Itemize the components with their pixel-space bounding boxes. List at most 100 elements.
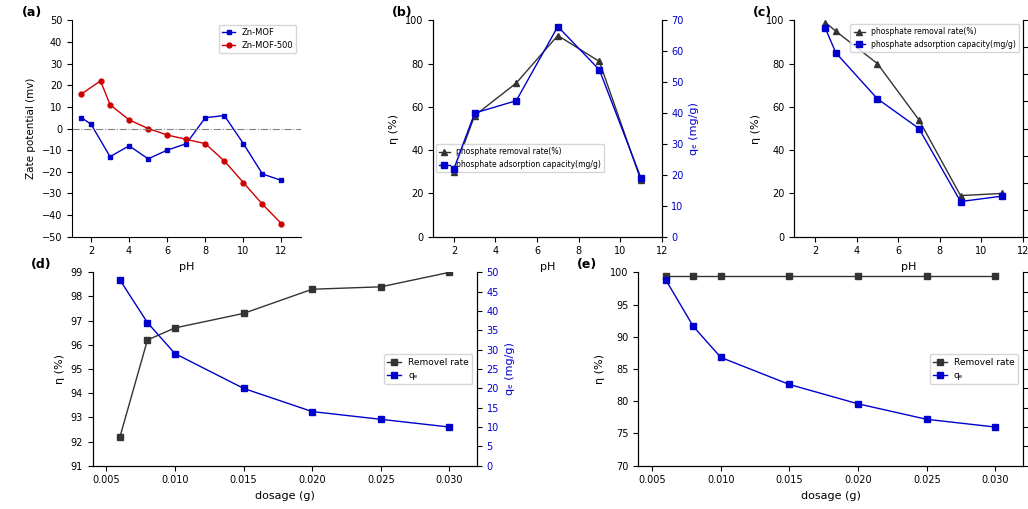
Text: (c): (c)	[754, 6, 772, 19]
Zn-MOF-500	[237, 180, 250, 186]
Y-axis label: η (%): η (%)	[390, 114, 400, 144]
phosphate removal rate(%)	[996, 190, 1008, 196]
phosphate removal rate(%)	[510, 80, 522, 86]
Zn-MOF	[180, 140, 192, 147]
Zn-MOF	[161, 147, 174, 153]
phosphate adsorption capacity(mg/g)	[552, 23, 564, 30]
qₑ	[687, 323, 699, 329]
Zn-MOF-500	[161, 132, 174, 138]
X-axis label: dosage (g): dosage (g)	[255, 491, 315, 501]
phosphate adsorption capacity(mg/g)	[448, 165, 461, 172]
phosphate adsorption capacity(mg/g)	[510, 98, 522, 104]
phosphate adsorption capacity(mg/g)	[996, 193, 1008, 199]
Line: phosphate removal rate(%): phosphate removal rate(%)	[822, 19, 1005, 199]
Zn-MOF-500	[199, 140, 212, 147]
phosphate removal rate(%)	[954, 192, 966, 199]
X-axis label: pH: pH	[540, 262, 555, 272]
Text: (d): (d)	[31, 259, 51, 271]
Removel rate	[374, 284, 387, 290]
Line: Zn-MOF: Zn-MOF	[79, 113, 284, 183]
Zn-MOF-500	[95, 78, 107, 84]
Y-axis label: qₑ (mg/g): qₑ (mg/g)	[690, 102, 699, 155]
Zn-MOF	[123, 143, 136, 149]
phosphate removal rate(%)	[819, 19, 832, 25]
Zn-MOF	[218, 112, 230, 119]
Zn-MOF	[199, 115, 212, 121]
Text: (e): (e)	[577, 259, 597, 271]
Y-axis label: η (%): η (%)	[54, 354, 65, 384]
Line: qₑ: qₑ	[663, 277, 998, 430]
Line: qₑ: qₑ	[117, 277, 452, 430]
Zn-MOF-500	[142, 126, 154, 132]
phosphate adsorption capacity(mg/g)	[819, 25, 832, 32]
Zn-MOF	[256, 171, 268, 177]
Legend: Zn-MOF, Zn-MOF-500: Zn-MOF, Zn-MOF-500	[219, 24, 296, 53]
phosphate removal rate(%)	[593, 59, 605, 65]
Zn-MOF-500	[104, 102, 116, 108]
Line: phosphate adsorption capacity(mg/g): phosphate adsorption capacity(mg/g)	[450, 23, 645, 181]
Zn-MOF	[75, 115, 87, 121]
Y-axis label: η (%): η (%)	[750, 114, 761, 144]
Removel rate	[852, 272, 865, 278]
qₑ	[714, 354, 727, 360]
X-axis label: pH: pH	[901, 262, 916, 272]
Removel rate	[783, 272, 796, 278]
Text: (b): (b)	[392, 6, 412, 19]
qₑ	[237, 385, 250, 391]
Legend: phosphate removal rate(%), phosphate adsorption capacity(mg/g): phosphate removal rate(%), phosphate ads…	[436, 145, 604, 172]
Zn-MOF	[104, 154, 116, 160]
Line: phosphate removal rate(%): phosphate removal rate(%)	[450, 33, 645, 184]
Line: Zn-MOF-500: Zn-MOF-500	[79, 78, 284, 226]
Legend: Removel rate, qₑ: Removel rate, qₑ	[929, 354, 1019, 384]
X-axis label: pH: pH	[179, 262, 194, 272]
Zn-MOF	[142, 156, 154, 162]
qₑ	[374, 416, 387, 422]
Zn-MOF	[276, 178, 288, 184]
phosphate adsorption capacity(mg/g)	[830, 50, 842, 56]
Y-axis label: Zate potential (mv): Zate potential (mv)	[26, 78, 36, 179]
qₑ	[114, 277, 126, 283]
phosphate adsorption capacity(mg/g)	[872, 96, 884, 102]
phosphate adsorption capacity(mg/g)	[913, 126, 925, 132]
X-axis label: dosage (g): dosage (g)	[801, 491, 860, 501]
qₑ	[141, 320, 153, 326]
Removel rate	[141, 337, 153, 343]
Zn-MOF	[85, 121, 98, 127]
phosphate removal rate(%)	[913, 117, 925, 123]
qₑ	[783, 381, 796, 387]
Legend: phosphate removal rate(%), phosphate adsorption capacity(mg/g): phosphate removal rate(%), phosphate ads…	[850, 24, 1019, 52]
phosphate adsorption capacity(mg/g)	[593, 67, 605, 73]
Removel rate	[989, 272, 1001, 278]
Zn-MOF-500	[256, 201, 268, 207]
Removel rate	[169, 325, 181, 331]
qₑ	[169, 351, 181, 357]
qₑ	[306, 409, 319, 415]
phosphate removal rate(%)	[830, 28, 842, 34]
Removel rate	[306, 286, 319, 292]
qₑ	[443, 424, 455, 430]
Zn-MOF-500	[180, 136, 192, 143]
Removel rate	[443, 269, 455, 275]
Removel rate	[687, 272, 699, 278]
Removel rate	[660, 272, 672, 278]
Zn-MOF	[237, 140, 250, 147]
qₑ	[852, 401, 865, 407]
qₑ	[660, 277, 672, 283]
phosphate removal rate(%)	[872, 61, 884, 67]
qₑ	[989, 424, 1001, 430]
phosphate removal rate(%)	[552, 33, 564, 39]
phosphate adsorption capacity(mg/g)	[469, 110, 481, 116]
Zn-MOF-500	[123, 117, 136, 123]
Zn-MOF-500	[75, 91, 87, 97]
Removel rate	[114, 434, 126, 440]
Line: Removel rate: Removel rate	[663, 273, 998, 278]
Removel rate	[921, 272, 933, 278]
qₑ	[921, 416, 933, 422]
Y-axis label: η (%): η (%)	[595, 354, 604, 384]
Line: Removel rate: Removel rate	[117, 270, 452, 439]
phosphate removal rate(%)	[469, 112, 481, 119]
Zn-MOF-500	[218, 158, 230, 164]
phosphate removal rate(%)	[448, 169, 461, 175]
Removel rate	[237, 310, 250, 317]
Zn-MOF-500	[276, 221, 288, 227]
